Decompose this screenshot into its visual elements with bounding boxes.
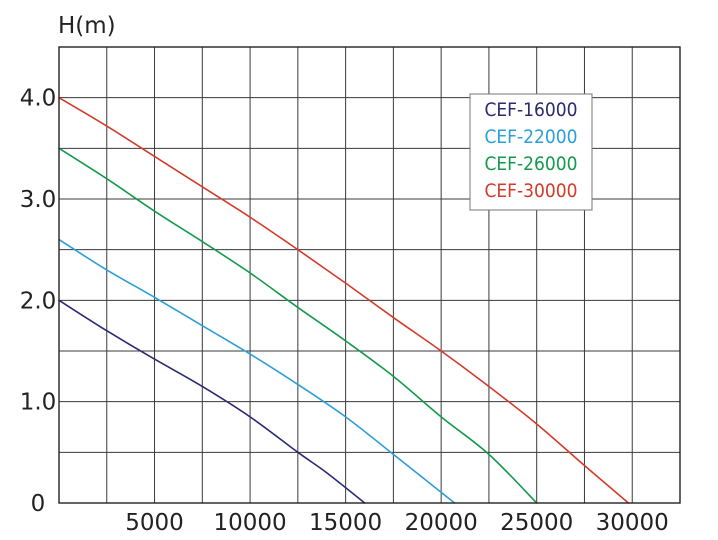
y-axis-label: H(m) (58, 13, 116, 39)
x-tick-label: 20000 (405, 510, 478, 536)
y-tick-label: 3.0 (20, 187, 57, 213)
y-tick-label: 4.0 (20, 86, 57, 112)
x-tick-label: 30000 (596, 510, 669, 536)
legend-entry-cef-22000: CEF-22000 (484, 126, 577, 148)
plot-frame (58, 46, 681, 504)
y-tick-label: 2.0 (20, 288, 57, 314)
series-line-cef-22000 (58, 238, 456, 504)
series-line-cef-30000 (58, 96, 630, 504)
series-group (58, 96, 630, 504)
x-tick-label: 5000 (125, 510, 184, 536)
x-tick-label: 15000 (309, 510, 382, 536)
series-line-cef-16000 (58, 299, 366, 504)
plot-border (58, 46, 681, 504)
x-tick-label: 10000 (213, 510, 286, 536)
tick-labels: 5000 10000 15000 20000 25000 30000 0 1.0 2.0 3.0 4… (20, 86, 669, 536)
x-tick-label: 25000 (500, 510, 573, 536)
legend-entry-cef-16000: CEF-16000 (484, 99, 577, 121)
y-tick-label: 1.0 (20, 390, 57, 416)
y-tick-label: 0 (31, 491, 46, 517)
legend: CEF-16000 CEF-22000 CEF-26000 CEF-30000 (469, 93, 593, 211)
legend-box (469, 93, 593, 211)
legend-entry-cef-26000: CEF-26000 (484, 153, 577, 175)
series-line-cef-26000 (58, 147, 538, 504)
legend-entry-cef-30000: CEF-30000 (484, 180, 577, 202)
